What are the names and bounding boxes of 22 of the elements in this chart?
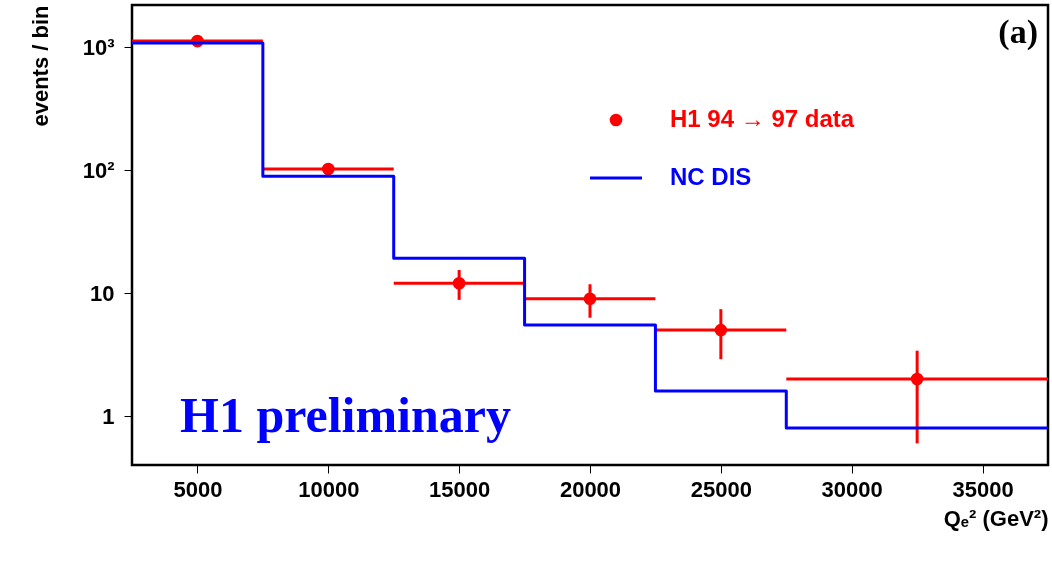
x-tick-label: 10000 (298, 476, 360, 502)
point (321, 162, 335, 176)
x-tick-label: 5000 (173, 476, 223, 502)
x-tick-label: 25000 (690, 476, 752, 502)
point (910, 372, 924, 386)
y-tick-label: 1 (102, 403, 115, 429)
y-tick-label: 10² (82, 157, 115, 183)
point (714, 323, 728, 337)
point (583, 292, 597, 306)
x-axis-title: Qₑ² (GeV²) (943, 505, 1049, 531)
point (452, 277, 466, 290)
y-axis-title: events / bin (27, 5, 53, 127)
x-tick-label: 20000 (559, 476, 622, 502)
y-tick-label: 10 (90, 280, 115, 306)
y-tick-label: 10³ (82, 34, 115, 60)
x-tick-label: 35000 (952, 476, 1014, 502)
x-tick-label: 30000 (821, 476, 883, 502)
x-tick-label: 15000 (429, 476, 491, 502)
legend-label: NC DIS (670, 163, 752, 190)
annotation: (a) (998, 13, 1038, 51)
legend-label: H1 94 → 97 data (670, 105, 855, 132)
annotation: H1 preliminary (180, 387, 512, 443)
